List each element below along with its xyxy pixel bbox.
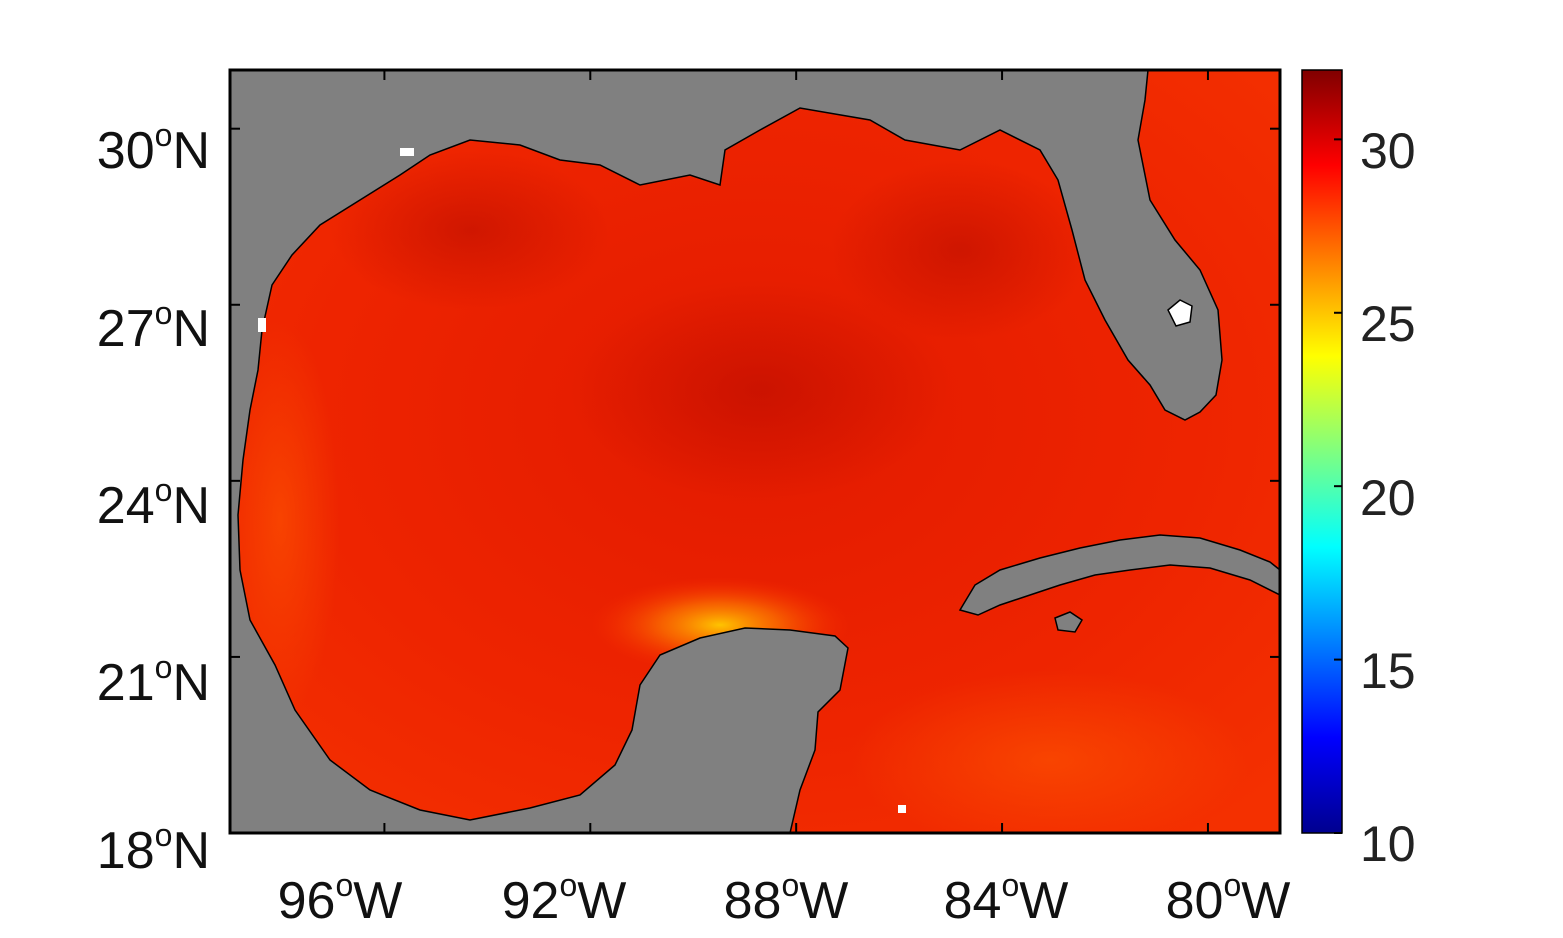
lat-tick-marks — [230, 127, 1280, 834]
map-panel — [230, 70, 1280, 833]
lon-tick-labels: 96oW 92oW 88oW 84oW 80oW — [278, 867, 1291, 930]
lon-tick-marks — [383, 70, 1209, 833]
map-frame — [228, 68, 1282, 835]
colorbar: 30 25 20 15 10 — [1301, 69, 1416, 872]
lat-tick-label-30n: 30oN — [97, 117, 210, 180]
colorbar-label-20: 20 — [1360, 470, 1416, 526]
lat-tick-labels: 30oN 27oN 24oN 21oN 18oN — [97, 117, 210, 880]
lon-tick-label-84w: 84oW — [944, 867, 1069, 930]
colorbar-label-25: 25 — [1360, 296, 1416, 352]
lon-tick-label-96w: 96oW — [278, 867, 403, 930]
lon-tick-label-80w: 80oW — [1166, 867, 1291, 930]
lon-tick-label-92w: 92oW — [502, 867, 627, 930]
lon-tick-label-88w: 88oW — [724, 867, 849, 930]
lat-tick-label-27n: 27oN — [97, 295, 210, 358]
land-isla-juventud — [1054, 611, 1084, 633]
lat-tick-label-24n: 24oN — [97, 472, 210, 535]
orange-patch-caribbean — [850, 670, 1250, 833]
land-masses — [230, 70, 1280, 833]
lat-tick-label-18n: 18oN — [97, 817, 210, 880]
orange-patch-west — [230, 320, 340, 720]
dark-patch-north — [330, 150, 610, 310]
colorbar-label-15: 15 — [1360, 643, 1416, 699]
land-north-america — [230, 70, 1223, 833]
missing-data-specks — [258, 148, 906, 813]
lat-tick-label-21n: 21oN — [97, 649, 210, 712]
colorbar-label-10: 10 — [1360, 816, 1416, 872]
colorbar-gradient — [1301, 69, 1343, 834]
colorbar-label-30: 30 — [1360, 123, 1416, 179]
land-cuba — [958, 534, 1280, 616]
dark-patch-central — [570, 280, 950, 500]
colorbar-tick-marks — [1334, 138, 1342, 834]
dark-patch-east — [830, 160, 1090, 340]
land-florida-keys-island — [1167, 299, 1193, 327]
